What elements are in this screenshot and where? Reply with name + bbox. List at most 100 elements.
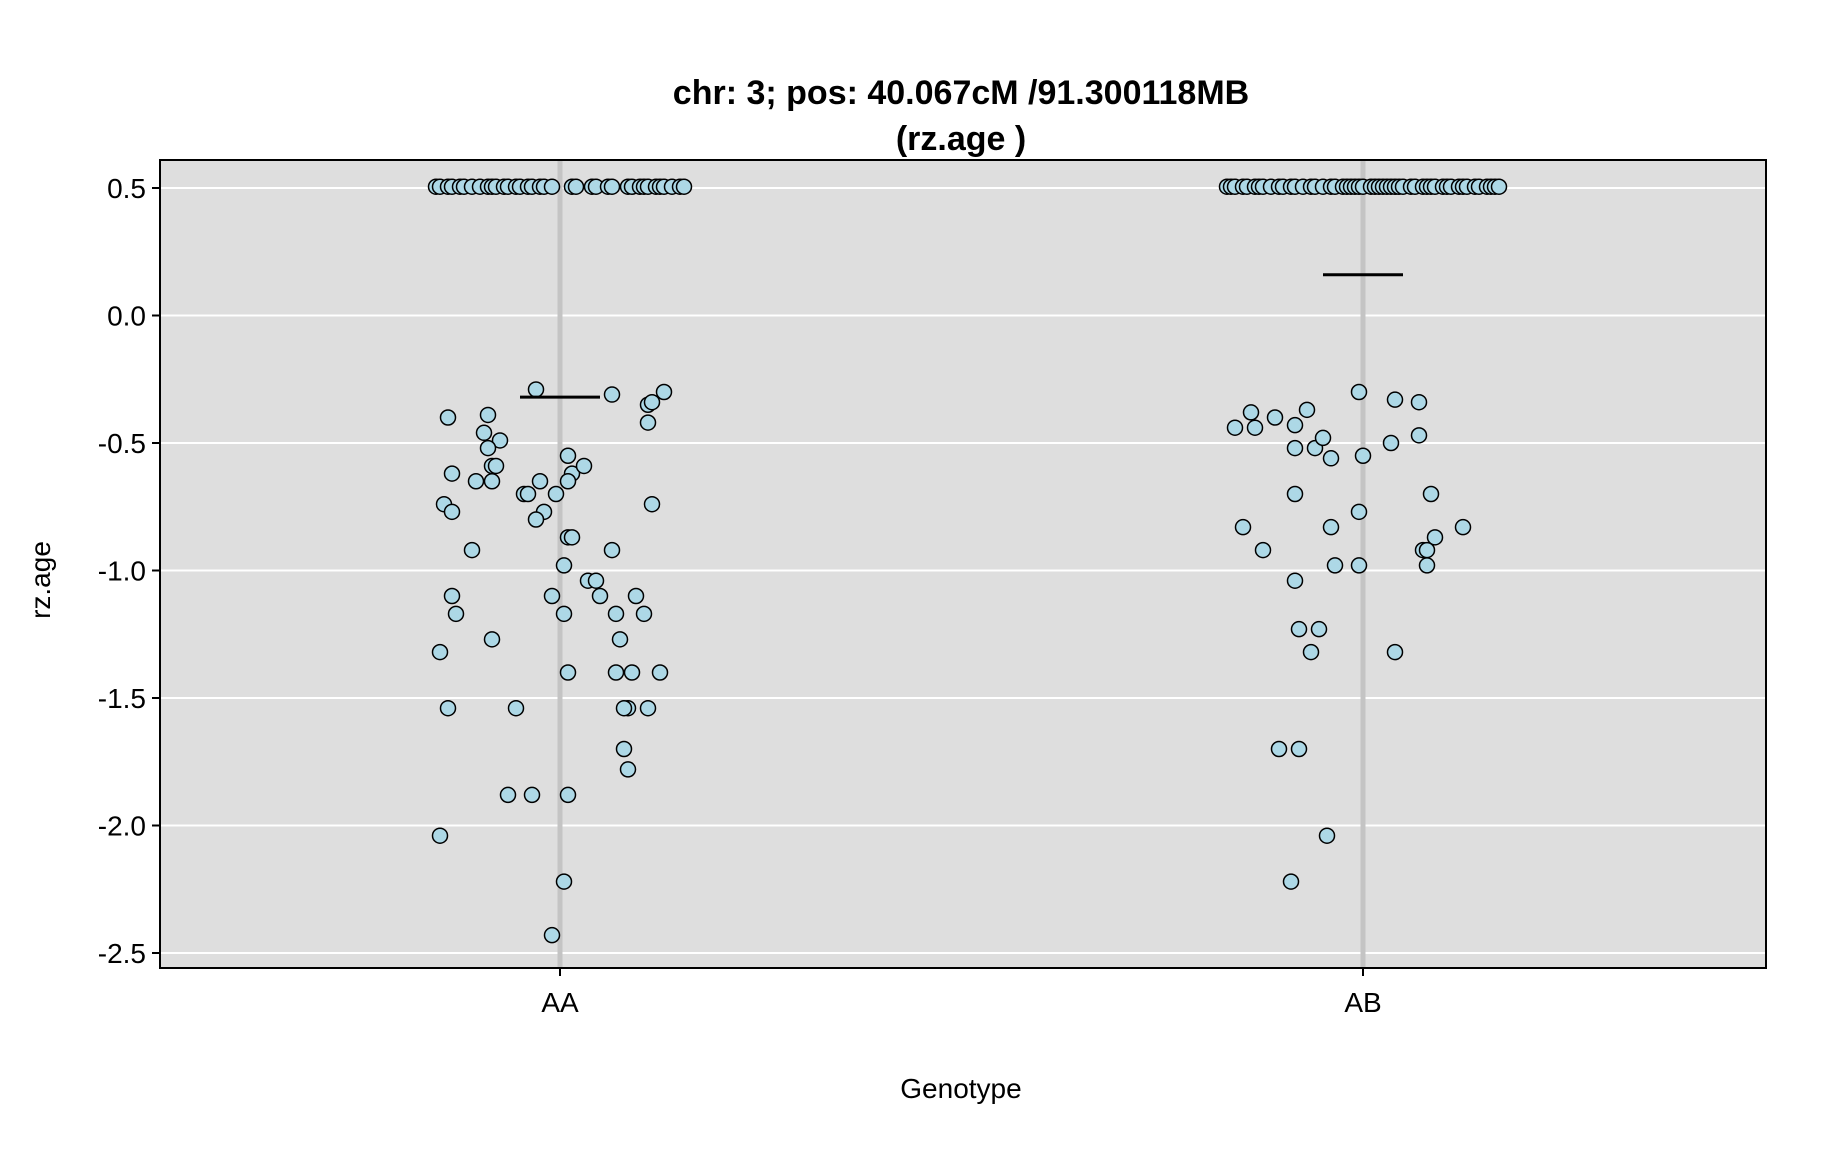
data-point: [1322, 518, 1340, 536]
data-point: [1286, 572, 1304, 589]
data-point: [1282, 873, 1300, 890]
data-point: [559, 447, 577, 464]
chart-title: chr: 3; pos: 40.067cM /91.300118MB: [673, 74, 1249, 112]
data-point: [467, 473, 485, 490]
data-point: [1350, 503, 1368, 521]
data-point: [639, 699, 657, 717]
data-point: [443, 503, 461, 521]
data-point: [555, 557, 573, 574]
data-point: [431, 643, 449, 661]
x-axis-ticks: AA AB: [541, 968, 1382, 1018]
data-point: [531, 473, 549, 490]
data-point: [1226, 419, 1244, 436]
data-point: [603, 178, 621, 195]
y-axis-title: rz.age: [25, 541, 56, 619]
data-point: [1410, 427, 1428, 444]
y-tick-label: -2.5: [98, 938, 146, 969]
data-point: [1386, 643, 1404, 661]
data-point: [443, 587, 461, 605]
data-point: [1454, 518, 1472, 536]
data-point: [443, 465, 461, 482]
data-point: [523, 786, 541, 804]
data-point: [559, 786, 577, 804]
data-point: [1310, 620, 1328, 638]
data-point: [1350, 383, 1368, 401]
data-point: [499, 786, 517, 804]
data-point: [463, 541, 481, 559]
data-point: [655, 383, 673, 401]
y-tick-label: -2.0: [98, 811, 146, 842]
data-point: [439, 699, 457, 717]
data-point: [1314, 429, 1332, 447]
data-point: [447, 605, 465, 623]
data-point: [1290, 740, 1308, 758]
data-point: [567, 178, 585, 195]
data-point: [1386, 391, 1404, 408]
data-point: [1234, 518, 1252, 536]
data-point: [603, 541, 621, 559]
y-tick-label: -1.5: [98, 683, 146, 714]
data-point: [487, 457, 505, 475]
data-point: [1286, 439, 1304, 457]
data-point: [611, 631, 629, 648]
x-axis-title: Genotype: [900, 1073, 1021, 1104]
x-tick-label: AA: [541, 987, 579, 1018]
data-point: [563, 529, 581, 546]
y-tick-label: -1.0: [98, 556, 146, 587]
data-point: [519, 485, 537, 503]
data-point: [1298, 401, 1316, 419]
data-point: [587, 572, 605, 589]
data-point: [1350, 557, 1368, 574]
gridlines: [160, 187, 1766, 954]
data-point: [1490, 178, 1508, 195]
chart-subtitle: (rz.age ): [896, 120, 1026, 158]
data-point: [559, 664, 577, 681]
data-point: [575, 457, 593, 475]
data-point: [1290, 620, 1308, 638]
data-point: [627, 587, 645, 605]
data-point: [1418, 541, 1436, 559]
data-point: [607, 605, 625, 623]
data-point: [643, 393, 661, 411]
data-point: [491, 432, 509, 449]
data-point: [1254, 541, 1272, 559]
data-point: [1318, 827, 1336, 844]
data-point: [479, 406, 497, 424]
data-point: [639, 414, 657, 431]
data-point: [1354, 447, 1372, 464]
data-point: [547, 485, 565, 503]
data-point: [615, 740, 633, 758]
x-tick-label: AB: [1344, 987, 1381, 1018]
data-point: [543, 178, 561, 195]
data-point: [1286, 485, 1304, 503]
data-points: [427, 178, 1508, 944]
data-point: [483, 631, 501, 648]
data-point: [1382, 434, 1400, 452]
data-point: [559, 473, 577, 490]
data-point: [543, 926, 561, 944]
data-point: [675, 178, 693, 195]
data-point: [607, 664, 625, 681]
plot-border: [159, 159, 1767, 969]
data-point: [1426, 529, 1444, 546]
data-point: [651, 664, 669, 681]
data-point: [623, 664, 641, 681]
data-point: [431, 827, 449, 844]
data-point: [555, 873, 573, 890]
data-point: [643, 495, 661, 513]
data-point: [1270, 740, 1288, 758]
data-point: [1326, 557, 1344, 574]
data-point: [543, 587, 561, 605]
data-point: [1286, 416, 1304, 434]
plot-background: [160, 160, 1766, 968]
data-point: [527, 511, 545, 528]
data-point: [439, 409, 457, 426]
data-point: [1418, 557, 1436, 574]
y-tick-label: -0.5: [98, 428, 146, 459]
data-point: [1246, 419, 1264, 436]
data-point: [1302, 643, 1320, 661]
data-point: [475, 424, 493, 442]
data-point: [1422, 485, 1440, 503]
data-point: [1410, 393, 1428, 411]
